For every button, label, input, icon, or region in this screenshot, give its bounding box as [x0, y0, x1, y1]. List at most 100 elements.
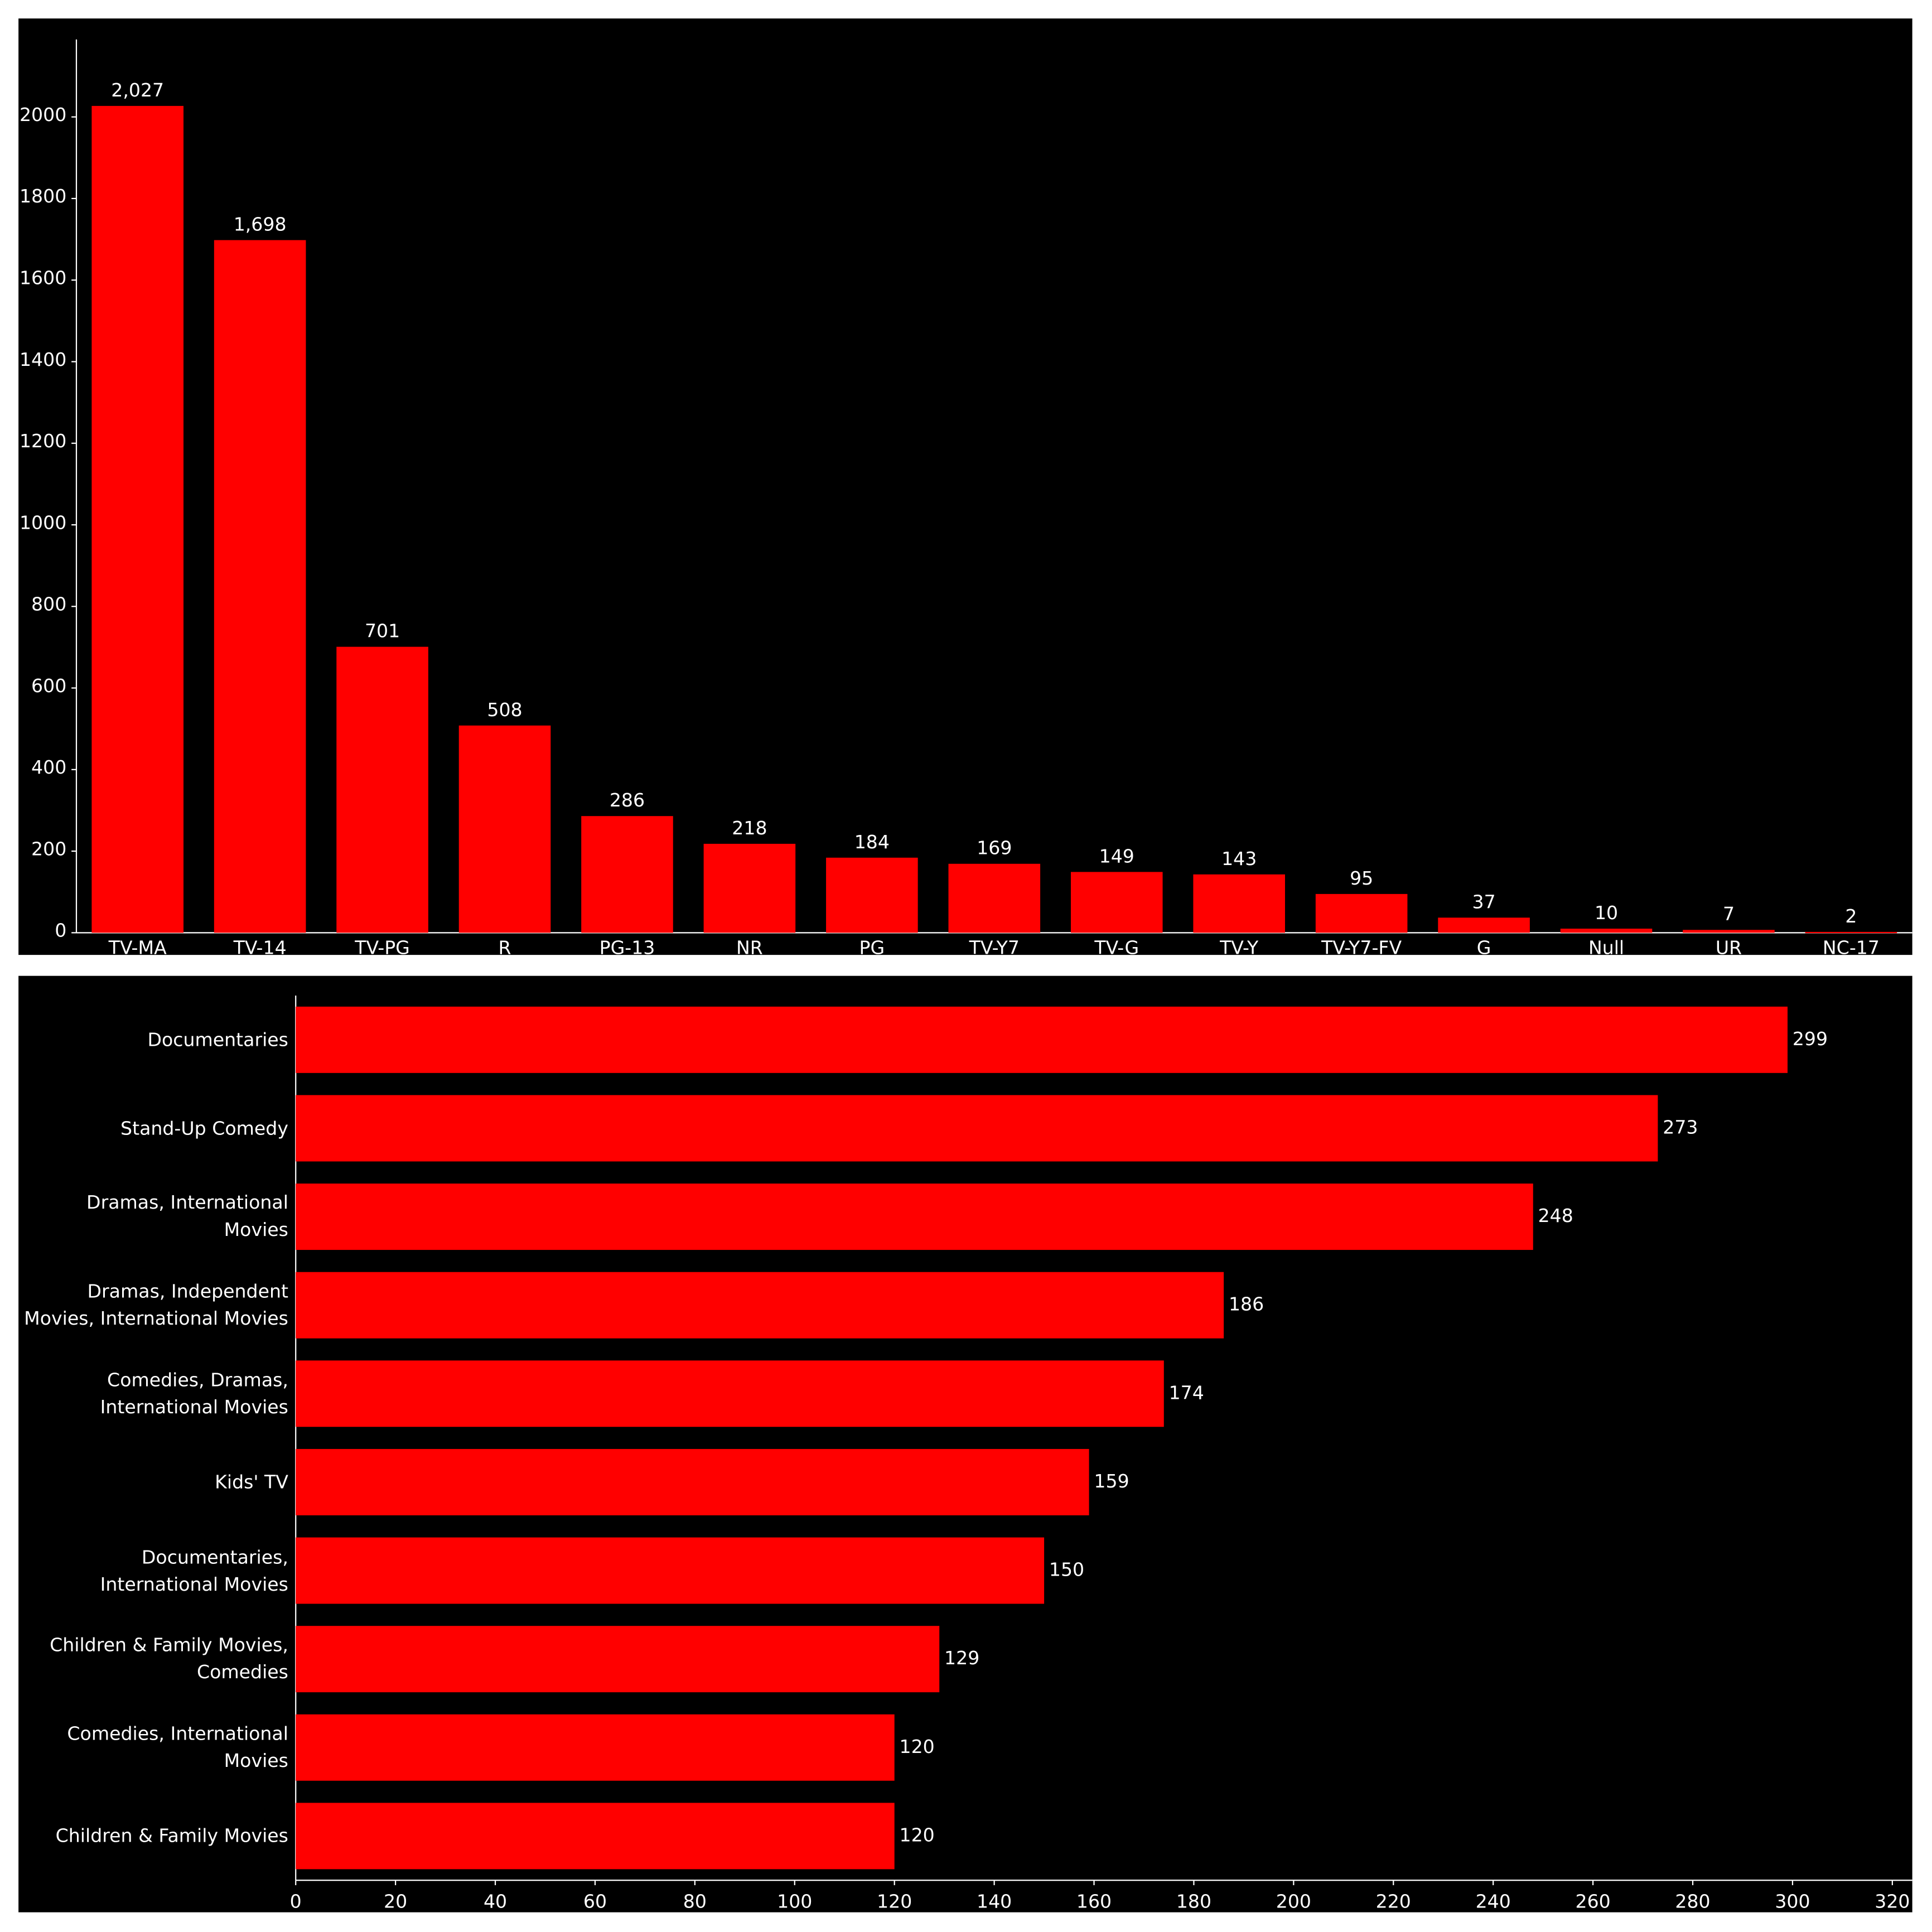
- y-tick-label: 1000: [20, 511, 66, 533]
- y-tick-label-box: Dramas, Independent Movies, Internationa…: [24, 1280, 288, 1330]
- bar: [296, 1360, 1164, 1427]
- bar: [1193, 874, 1285, 933]
- value-label: 120: [900, 1736, 935, 1757]
- bar: [296, 1184, 1533, 1250]
- value-label: 120: [900, 1824, 935, 1846]
- x-tick-label: 200: [1276, 1890, 1311, 1912]
- x-tick-label: 300: [1775, 1890, 1810, 1912]
- y-tick-label: Comedies, Dramas, International Movies: [100, 1369, 288, 1418]
- y-tick-label: 800: [31, 593, 66, 615]
- x-tick-label: UR: [1716, 937, 1742, 959]
- x-tick-label: G: [1477, 937, 1491, 959]
- y-tick-label: Children & Family Movies, Comedies: [50, 1634, 288, 1684]
- y-tick-label: 1800: [20, 185, 66, 207]
- y-tick-label: Stand-Up Comedy: [120, 1117, 288, 1139]
- y-tick-label-box: Documentaries: [147, 1028, 288, 1051]
- bar: [1560, 929, 1653, 933]
- bar: [296, 1272, 1224, 1339]
- bar: [296, 1803, 895, 1870]
- x-tick-label: 180: [1176, 1890, 1211, 1912]
- y-tick-label: Documentaries: [147, 1028, 288, 1051]
- x-tick-label: TV-14: [233, 937, 287, 959]
- value-label: 37: [1472, 891, 1496, 912]
- value-label: 143: [1221, 848, 1257, 870]
- x-tick-label: 120: [877, 1890, 912, 1912]
- x-tick-label: TV-PG: [354, 937, 410, 959]
- value-label: 1,698: [234, 214, 287, 235]
- x-tick-label: 320: [1875, 1890, 1910, 1912]
- x-tick-label: 160: [1076, 1890, 1112, 1912]
- x-tick-label: 220: [1376, 1890, 1411, 1912]
- value-label: 299: [1793, 1028, 1828, 1050]
- value-label: 10: [1595, 902, 1618, 924]
- y-tick-label: Dramas, Independent Movies, Internationa…: [24, 1280, 288, 1330]
- bar: [296, 1537, 1045, 1604]
- x-tick-label: TV-Y7: [969, 937, 1020, 959]
- y-tick-label: Dramas, International Movies: [86, 1192, 288, 1242]
- bar: [296, 1095, 1658, 1162]
- y-tick-label: 400: [31, 756, 66, 778]
- value-label: 149: [1099, 845, 1134, 867]
- value-label: 286: [610, 789, 645, 811]
- value-label: 701: [365, 620, 400, 642]
- value-label: 508: [487, 699, 522, 721]
- y-tick-label-box: Comedies, International Movies: [67, 1723, 288, 1772]
- bar: [826, 857, 918, 933]
- x-tick-label: 80: [683, 1890, 707, 1912]
- bar: [1805, 931, 1897, 934]
- bar: [458, 725, 551, 933]
- y-tick-label: Comedies, International Movies: [67, 1723, 288, 1772]
- bar: [581, 816, 673, 933]
- value-label: 150: [1049, 1559, 1084, 1581]
- x-tick-label: TV-Y: [1219, 937, 1259, 959]
- value-label: 186: [1229, 1293, 1264, 1315]
- y-tick-label: Children & Family Movies: [55, 1824, 288, 1847]
- bar: [1070, 872, 1163, 933]
- value-label: 169: [977, 837, 1012, 859]
- y-tick-label: Documentaries, International Movies: [100, 1545, 288, 1596]
- y-tick-label: 2000: [20, 104, 66, 125]
- bar: [296, 1714, 895, 1781]
- bar: [296, 1626, 940, 1693]
- bar: [214, 240, 306, 933]
- value-label: 2,027: [111, 79, 164, 101]
- bar: [1315, 893, 1408, 933]
- y-tick-label-box: Dramas, International Movies: [86, 1192, 288, 1242]
- x-tick-label: TV-Y7-FV: [1321, 937, 1402, 959]
- y-tick-label-box: Comedies, Dramas, International Movies: [100, 1369, 288, 1418]
- value-label: 273: [1663, 1116, 1698, 1138]
- y-tick-label-box: Kids' TV: [215, 1471, 288, 1494]
- y-tick-label: 0: [55, 920, 66, 941]
- bar: [296, 1448, 1089, 1515]
- y-tick-label: 200: [31, 838, 66, 859]
- y-tick-label: 600: [31, 675, 66, 697]
- x-tick-label: TV-G: [1094, 937, 1139, 959]
- x-tick-label: NC-17: [1823, 937, 1880, 959]
- x-tick-label: Null: [1588, 937, 1624, 959]
- bar: [1438, 917, 1530, 933]
- value-label: 248: [1538, 1205, 1573, 1226]
- x-tick-label: 0: [290, 1890, 302, 1912]
- x-tick-label: TV-MA: [108, 937, 167, 959]
- y-tick-label: Kids' TV: [215, 1471, 288, 1494]
- y-tick-label-box: Children & Family Movies, Comedies: [50, 1634, 288, 1684]
- x-tick-label: 40: [484, 1890, 507, 1912]
- bar: [703, 843, 796, 933]
- x-tick-label: PG-13: [600, 937, 655, 959]
- x-tick-label: 280: [1675, 1890, 1710, 1912]
- value-label: 129: [944, 1647, 979, 1669]
- y-tick-label-box: Documentaries, International Movies: [100, 1545, 288, 1596]
- x-tick-label: 100: [777, 1890, 812, 1912]
- x-tick-label: 260: [1576, 1890, 1611, 1912]
- y-tick-label: 1400: [20, 349, 66, 370]
- value-label: 184: [854, 831, 890, 853]
- x-tick-label: NR: [736, 937, 763, 959]
- y-tick-label-box: Children & Family Movies: [55, 1824, 288, 1847]
- x-tick-label: 20: [384, 1890, 407, 1912]
- x-tick-label: 140: [977, 1890, 1012, 1912]
- panel: [18, 18, 1912, 955]
- y-tick-label-box: Stand-Up Comedy: [120, 1117, 288, 1139]
- x-tick-label: 60: [583, 1890, 607, 1912]
